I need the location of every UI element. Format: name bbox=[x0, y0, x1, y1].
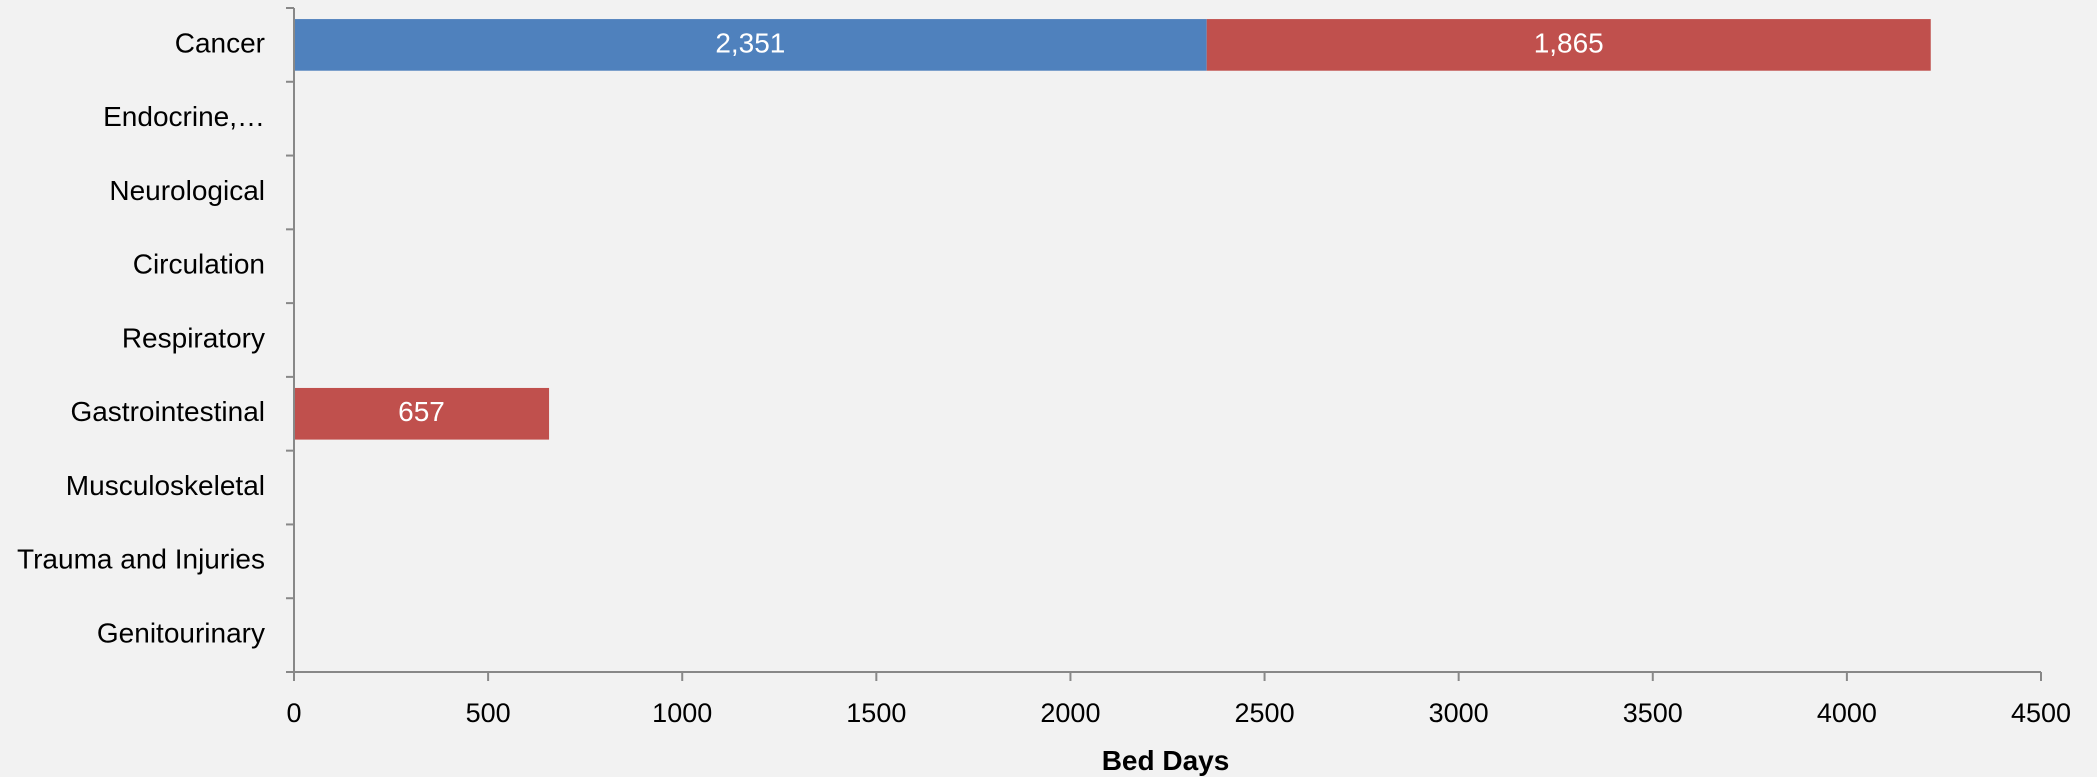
x-tick-labels: 0 500 1000 1500 2000 2500 3000 3500 4000 4500 bbox=[286, 698, 2071, 728]
category-label: Cancer bbox=[175, 27, 265, 58]
category-label: Genitourinary bbox=[97, 618, 265, 649]
bar-data-label: 1,865 bbox=[1534, 27, 1604, 58]
bar-data-label: 657 bbox=[398, 396, 445, 427]
x-tick-label: 3500 bbox=[1623, 698, 1683, 728]
x-tick-label: 0 bbox=[286, 698, 301, 728]
category-label: Gastrointestinal bbox=[70, 396, 265, 427]
x-tick-label: 2500 bbox=[1235, 698, 1295, 728]
category-label: Trauma and Injuries bbox=[17, 544, 265, 575]
category-label: Circulation bbox=[133, 249, 265, 280]
bar-segment bbox=[1206, 19, 1931, 71]
x-tick-label: 1500 bbox=[846, 698, 906, 728]
data-labels-layer: 2,351 1,865 657 bbox=[398, 27, 1604, 427]
x-axis-ticks bbox=[293, 672, 2042, 681]
x-tick-label: 4000 bbox=[1817, 698, 1877, 728]
category-label: Musculoskeletal bbox=[66, 470, 265, 501]
x-tick-label: 2000 bbox=[1040, 698, 1100, 728]
x-tick-label: 4500 bbox=[2011, 698, 2071, 728]
x-tick-label: 3000 bbox=[1429, 698, 1489, 728]
category-label: Endocrine,… bbox=[103, 101, 265, 132]
category-labels: Cancer Endocrine,… Neurological Circulation… bbox=[17, 27, 265, 648]
category-label: Neurological bbox=[109, 175, 265, 206]
x-axis-title: Bed Days bbox=[1102, 745, 1230, 776]
y-axis-ticks bbox=[286, 7, 294, 673]
bar-segment bbox=[294, 19, 1207, 71]
x-tick-label: 500 bbox=[466, 698, 511, 728]
bar-segment bbox=[294, 387, 550, 440]
bar-data-label: 2,351 bbox=[715, 27, 785, 58]
bars-layer bbox=[294, 19, 1931, 440]
x-tick-label: 1000 bbox=[652, 698, 712, 728]
category-label: Respiratory bbox=[122, 322, 265, 353]
